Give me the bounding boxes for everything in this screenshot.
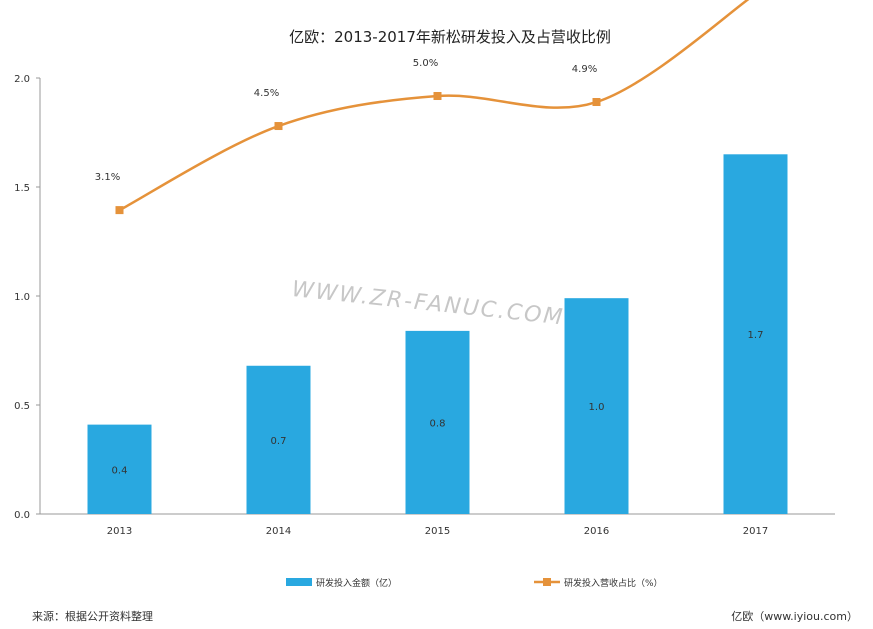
- line-data-label: 4.9%: [572, 64, 597, 75]
- bar-data-label: 0.8: [430, 418, 446, 429]
- y-tick-label: 0.0: [14, 510, 30, 521]
- line-point: [433, 92, 442, 101]
- y-tick-label: 1.0: [14, 292, 30, 303]
- bar: [87, 424, 152, 514]
- line-point: [592, 98, 601, 107]
- line-data-label: 3.1%: [95, 172, 120, 183]
- line-point: [274, 122, 283, 131]
- line-series: 3.1%4.5%5.0%4.9%6.7%: [95, 0, 750, 215]
- x-tick-label: 2016: [584, 526, 609, 537]
- credit: 亿欧（www.iyiou.com）: [731, 610, 858, 623]
- legend-bar-label: 研发投入金额（亿）: [316, 577, 397, 589]
- bar-data-label: 1.0: [589, 402, 605, 413]
- bar: [246, 365, 311, 514]
- chart-title: 亿欧：2013-2017年新松研发投入及占营收比例: [289, 28, 611, 46]
- bar: [723, 154, 788, 515]
- source-note: 来源：根据公开资料整理: [32, 609, 153, 623]
- axes: 0.0 0.5 1.0 1.5 2.0 2013 2014 2015 2016 2017: [14, 74, 835, 537]
- x-tick-label: 2017: [743, 526, 768, 537]
- legend-bar-swatch: [286, 578, 312, 586]
- y-tick-label: 0.5: [14, 401, 30, 412]
- legend-line-marker: [543, 578, 551, 586]
- x-tick-label: 2014: [266, 526, 291, 537]
- bar-data-label: 1.7: [748, 330, 764, 341]
- bars: 0.4 0.7 0.8 1.0 1.7: [87, 154, 788, 515]
- bar: [564, 298, 629, 514]
- line-point: [115, 206, 124, 215]
- x-tick-label: 2015: [425, 526, 450, 537]
- x-tick-label: 2013: [107, 526, 132, 537]
- bar-data-label: 0.4: [112, 465, 128, 476]
- y-tick-label: 2.0: [14, 74, 30, 85]
- legend-line-label: 研发投入营收占比（%）: [564, 577, 663, 589]
- bar: [405, 330, 470, 514]
- watermark: WWW.ZR-FANUC.COM: [291, 277, 566, 330]
- legend: 研发投入金额（亿） 研发投入营收占比（%）: [286, 577, 663, 589]
- line-data-label: 4.5%: [254, 88, 279, 99]
- y-tick-label: 1.5: [14, 183, 30, 194]
- bar-data-label: 0.7: [271, 436, 287, 447]
- line-data-label: 5.0%: [413, 58, 438, 69]
